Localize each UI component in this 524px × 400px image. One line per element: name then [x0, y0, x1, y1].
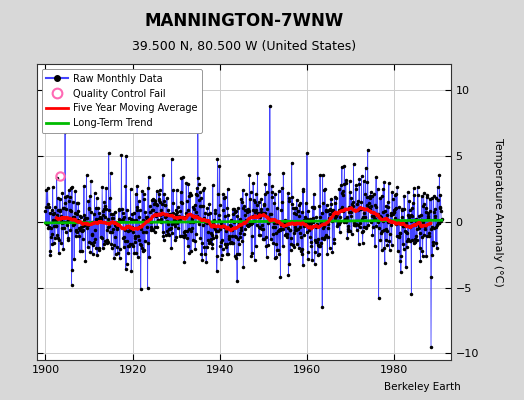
- Text: Berkeley Earth: Berkeley Earth: [385, 382, 461, 392]
- Y-axis label: Temperature Anomaly (°C): Temperature Anomaly (°C): [493, 138, 503, 286]
- Legend: Raw Monthly Data, Quality Control Fail, Five Year Moving Average, Long-Term Tren: Raw Monthly Data, Quality Control Fail, …: [41, 69, 202, 133]
- Text: MANNINGTON-7WNW: MANNINGTON-7WNW: [144, 12, 343, 30]
- Text: 39.500 N, 80.500 W (United States): 39.500 N, 80.500 W (United States): [132, 40, 356, 53]
